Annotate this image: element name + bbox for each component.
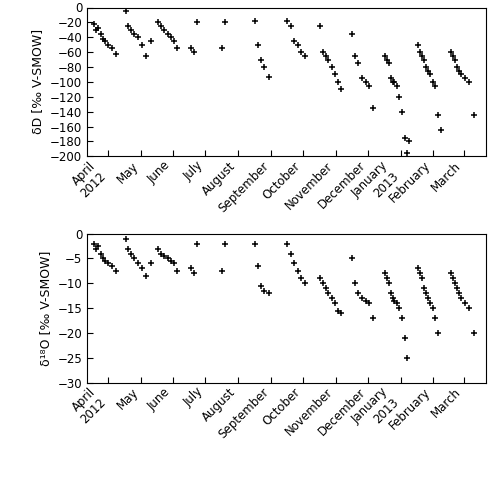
Y-axis label: δ¹⁸O [‰ V-SMOW]: δ¹⁸O [‰ V-SMOW] xyxy=(39,250,52,366)
Y-axis label: δD [‰ V-SMOW]: δD [‰ V-SMOW] xyxy=(31,30,44,134)
